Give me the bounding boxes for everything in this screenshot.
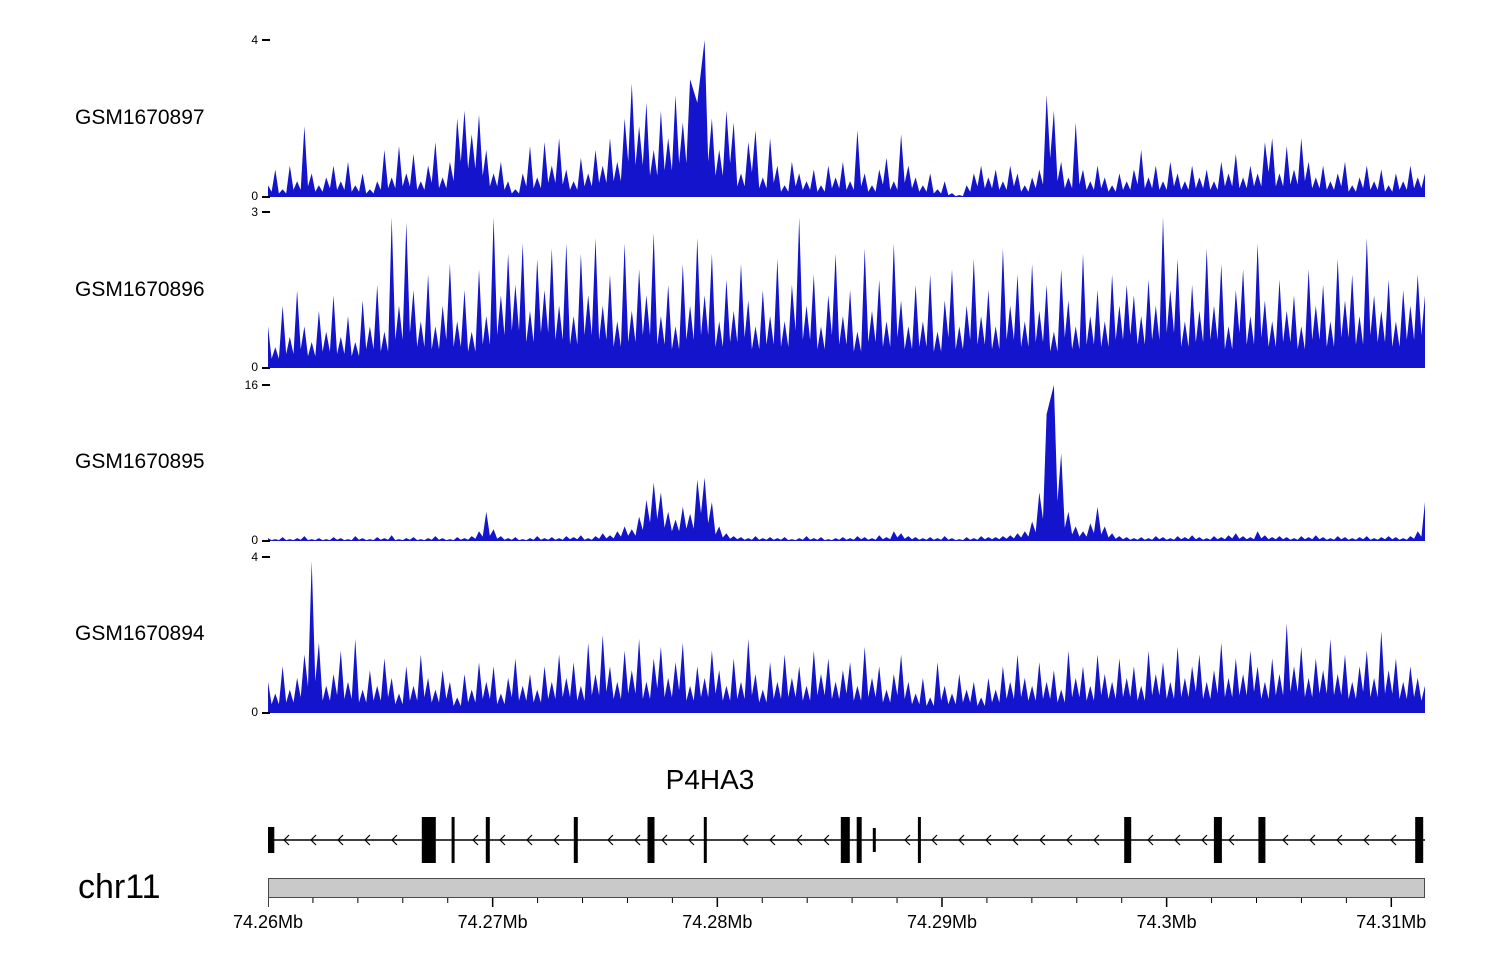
chromosome-label: chr11 <box>78 868 161 906</box>
strand-direction-arrow-icon <box>904 834 911 846</box>
strand-direction-arrow-icon <box>769 834 776 846</box>
track-label-gsm1670897: GSM1670897 <box>75 106 205 129</box>
x-axis-tick-label: 74.29Mb <box>906 912 977 932</box>
strand-direction-arrow-icon <box>1282 834 1289 846</box>
strand-direction-arrow-icon <box>364 834 371 846</box>
exon-block <box>872 828 876 852</box>
y-axis-zero-label: 0 <box>251 360 258 374</box>
strand-direction-arrow-icon <box>391 834 398 846</box>
exon-block <box>840 817 850 863</box>
x-axis-tick-label: 74.3Mb <box>1136 912 1197 932</box>
strand-direction-arrow-icon <box>1174 834 1181 846</box>
exon-block <box>1258 817 1266 863</box>
strand-direction-arrow-icon <box>526 834 533 846</box>
strand-direction-arrow-icon <box>607 834 614 846</box>
track-label-gsm1670896: GSM1670896 <box>75 278 205 301</box>
exon-block <box>573 817 578 863</box>
exon-block <box>1415 817 1424 863</box>
strand-direction-arrow-icon <box>1147 834 1154 846</box>
strand-direction-arrow-icon <box>553 834 560 846</box>
strand-direction-arrow-icon <box>661 834 668 846</box>
track-label-gsm1670894: GSM1670894 <box>75 622 205 645</box>
strand-direction-arrow-icon <box>634 834 641 846</box>
y-axis-zero-label: 0 <box>251 705 258 719</box>
y-axis-tick <box>262 556 270 558</box>
exon-block <box>451 817 455 863</box>
coverage-track-gsm1670896 <box>268 217 1425 368</box>
strand-direction-arrow-icon <box>1201 834 1208 846</box>
y-axis-tick <box>262 367 270 369</box>
strand-direction-arrow-icon <box>1012 834 1019 846</box>
strand-direction-arrow-icon <box>985 834 992 846</box>
x-axis-tick-label: 74.27Mb <box>457 912 528 932</box>
strand-direction-arrow-icon <box>1363 834 1370 846</box>
strand-direction-arrow-icon <box>931 834 938 846</box>
strand-direction-arrow-icon <box>472 834 479 846</box>
exon-block <box>1124 817 1132 863</box>
exon-block <box>917 817 921 863</box>
x-axis-tick-label: 74.31Mb <box>1356 912 1427 932</box>
gene-model-track <box>268 817 1425 863</box>
x-axis-ticks <box>268 898 1393 907</box>
x-axis-tick-label: 74.28Mb <box>682 912 753 932</box>
y-axis-tick <box>262 384 270 386</box>
strand-direction-arrow-icon <box>958 834 965 846</box>
strand-direction-arrow-icon <box>1039 834 1046 846</box>
y-axis-tick <box>262 39 270 41</box>
exon-block <box>268 827 275 853</box>
strand-direction-arrow-icon <box>1390 834 1397 846</box>
y-axis-zero-label: 0 <box>251 189 258 203</box>
coverage-track-gsm1670894 <box>268 560 1425 713</box>
coverage-track-gsm1670897 <box>268 40 1425 197</box>
y-axis-tick <box>262 211 270 213</box>
strand-direction-arrow-icon <box>1093 834 1100 846</box>
y-axis-max-label: 4 <box>251 33 258 47</box>
gene-name-label: P4HA3 <box>665 764 755 795</box>
strand-direction-arrow-icon <box>1309 834 1316 846</box>
strand-direction-arrow-icon <box>823 834 830 846</box>
exon-block <box>703 817 707 863</box>
strand-direction-arrow-icon <box>499 834 506 846</box>
strand-direction-arrow-icon <box>1228 834 1235 846</box>
y-axis-tick <box>262 540 270 542</box>
y-axis-tick <box>262 712 270 714</box>
y-axis-zero-label: 0 <box>251 533 258 547</box>
y-axis-max-label: 4 <box>251 550 258 564</box>
exon-block <box>421 817 436 863</box>
strand-direction-arrow-icon <box>1066 834 1073 846</box>
strand-direction-arrow-icon <box>688 834 695 846</box>
coverage-track-gsm1670895 <box>268 385 1425 541</box>
exon-block <box>856 817 862 863</box>
strand-direction-arrow-icon <box>283 834 290 846</box>
y-axis-max-label: 3 <box>251 205 258 219</box>
chromosome-bar <box>268 878 1425 898</box>
exon-block <box>1213 817 1222 863</box>
strand-direction-arrow-icon <box>742 834 749 846</box>
exon-block <box>647 817 655 863</box>
strand-direction-arrow-icon <box>796 834 803 846</box>
x-axis-tick-label: 74.26Mb <box>232 912 304 932</box>
y-axis-tick <box>262 196 270 198</box>
y-axis-max-label: 16 <box>244 378 258 392</box>
strand-direction-arrow-icon <box>310 834 317 846</box>
strand-direction-arrow-icon <box>1336 834 1343 846</box>
strand-direction-arrow-icon <box>337 834 344 846</box>
exon-block <box>485 817 490 863</box>
track-label-gsm1670895: GSM1670895 <box>75 450 205 473</box>
